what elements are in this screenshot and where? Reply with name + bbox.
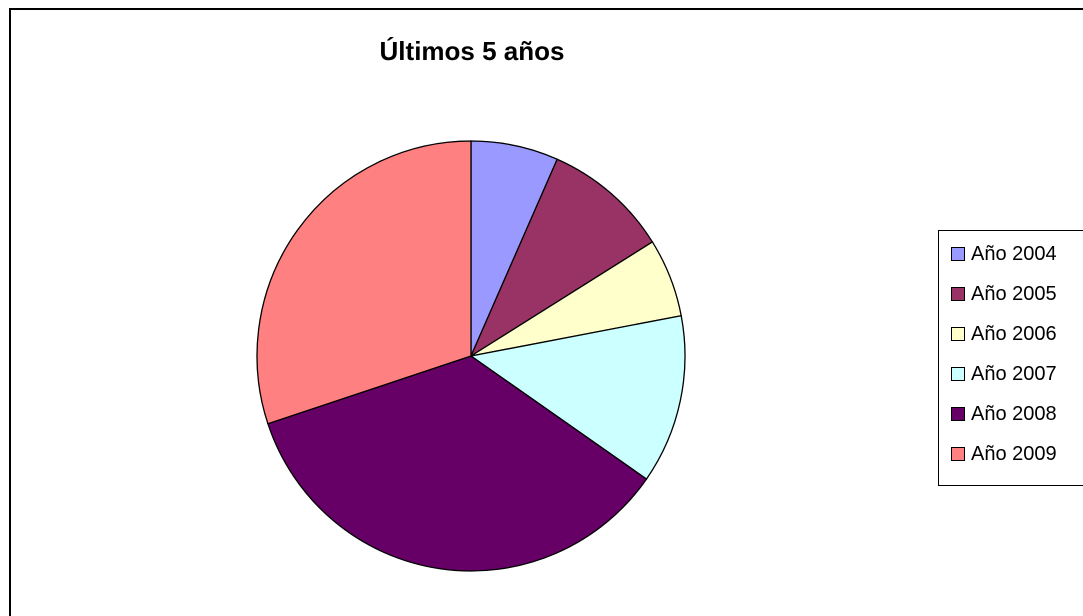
legend-item: Año 2006 <box>951 322 1057 346</box>
legend-label: Año 2005 <box>971 282 1057 305</box>
legend-swatch <box>951 287 965 301</box>
legend-swatch <box>951 407 965 421</box>
legend-item: Año 2009 <box>951 442 1057 466</box>
legend-item: Año 2005 <box>951 282 1057 306</box>
chart-frame <box>9 8 1083 616</box>
legend-label: Año 2008 <box>971 402 1057 425</box>
pie-slice-a-o-2009 <box>256 140 472 425</box>
legend-swatch <box>951 247 965 261</box>
legend-swatch <box>951 447 965 461</box>
pie-slices <box>256 140 686 572</box>
legend-item: Año 2007 <box>951 362 1057 386</box>
legend-label: Año 2006 <box>971 322 1057 345</box>
pie-slice-a-o-2005 <box>469 158 654 358</box>
legend-label: Año 2009 <box>971 442 1057 465</box>
legend-item: Año 2008 <box>951 402 1057 426</box>
legend-swatch <box>951 327 965 341</box>
legend-swatch <box>951 367 965 381</box>
chart-legend: Año 2004 Año 2005 Año 2006 Año 2007 Año … <box>938 230 1083 486</box>
pie-slice-a-o-2008 <box>267 355 648 572</box>
legend-label: Año 2004 <box>971 242 1057 265</box>
chart-title: Últimos 5 años <box>379 36 565 66</box>
pie-slice-a-o-2007 <box>469 314 686 480</box>
legend-item: Año 2004 <box>951 242 1057 266</box>
legend-label: Año 2007 <box>971 362 1057 385</box>
